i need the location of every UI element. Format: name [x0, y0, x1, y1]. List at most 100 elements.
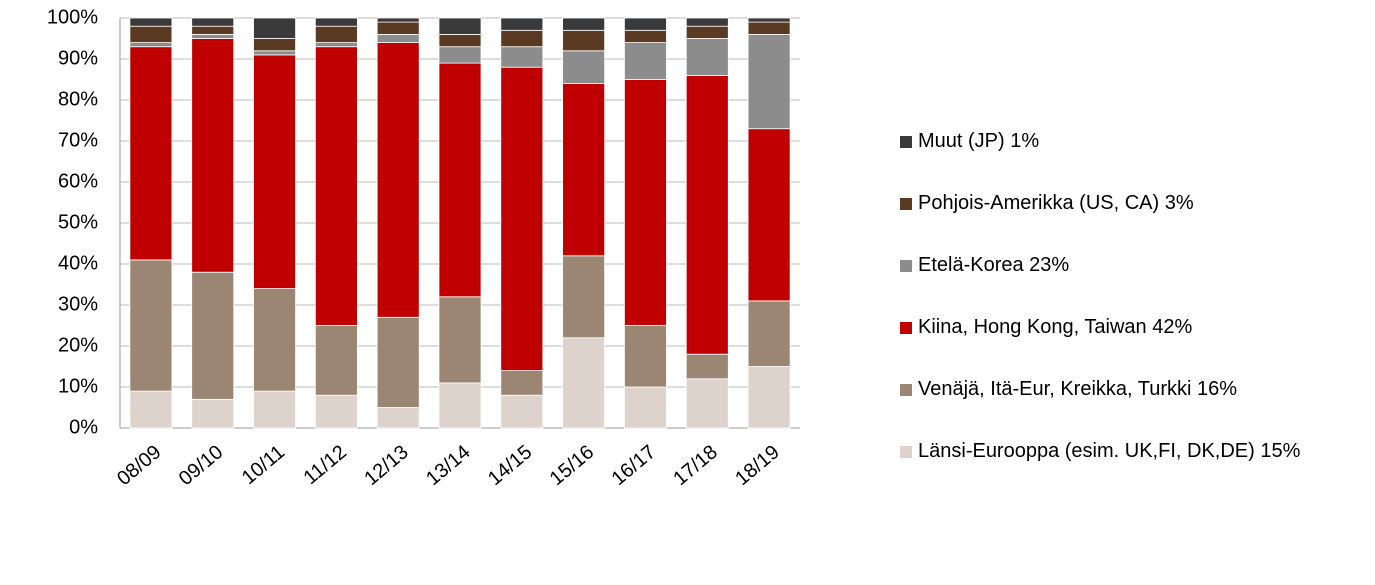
bar-segment [747, 21, 791, 35]
legend-item: Venäjä, Itä-Eur, Kreikka, Turkki 16% [900, 378, 1360, 440]
bar-segment [438, 62, 482, 298]
x-tick-label: 10/11 [238, 441, 289, 489]
bar-segment [747, 366, 791, 429]
legend-label: Venäjä, Itä-Eur, Kreikka, Turkki 16% [918, 378, 1238, 400]
legend-label: Kiina, Hong Kong, Taiwan 42% [918, 316, 1193, 338]
y-tick-label: 80% [58, 88, 98, 110]
x-tick-label: 14/15 [484, 441, 536, 490]
bar-segment [500, 66, 544, 371]
bar-segment [685, 17, 729, 27]
y-tick-label: 70% [58, 129, 98, 151]
x-tick-label: 17/18 [669, 441, 721, 490]
bar-segment [747, 34, 791, 130]
bar-segment [253, 38, 296, 52]
y-tick-label: 50% [58, 211, 98, 233]
bar-segment [376, 407, 420, 429]
bar-segment [376, 21, 420, 35]
x-tick-label: 12/13 [360, 441, 412, 490]
x-tick-label: 13/14 [422, 441, 474, 490]
legend-swatch [900, 136, 912, 148]
bar-segment [500, 394, 544, 429]
bar-segment [562, 17, 606, 31]
bar-segment [191, 38, 235, 273]
y-tick-label: 90% [58, 47, 98, 69]
bar-segment [438, 382, 482, 429]
bar-segment [747, 300, 791, 367]
bar-segment [624, 325, 667, 388]
bar-segment [500, 29, 544, 48]
bar-segment [191, 271, 235, 400]
bar-segment [191, 398, 235, 429]
legend-label: Etelä-Korea 23% [918, 254, 1070, 276]
bar-segment [685, 378, 729, 429]
bar-segment [438, 34, 482, 48]
bar-segment [685, 38, 729, 76]
bar-segment [438, 46, 482, 64]
legend-item: Pohjois-Amerikka (US, CA) 3% [900, 192, 1360, 254]
bar-segment [562, 50, 606, 84]
bar-segment [500, 17, 544, 31]
bar-segment [562, 29, 606, 52]
legend-swatch [900, 446, 912, 458]
bar-segment [314, 394, 358, 429]
bar-segment [314, 25, 358, 44]
y-tick-label: 60% [58, 170, 98, 192]
bar-segment [500, 46, 544, 68]
bar-segment [191, 34, 235, 39]
legend-label: Pohjois-Amerikka (US, CA) 3% [918, 192, 1194, 214]
legend: Muut (JP) 1% Pohjois-Amerikka (US, CA) 3%… [900, 130, 1360, 502]
bar-segment [747, 128, 791, 302]
bar-segment [191, 25, 235, 35]
bar-segment [129, 390, 173, 429]
x-tick-label: 15/16 [546, 441, 598, 490]
bar-segment [129, 42, 173, 48]
bar-segment [191, 17, 235, 27]
bar-segment [685, 25, 729, 39]
x-tick-label: 11/12 [300, 441, 351, 489]
x-tick-label: 18/19 [731, 441, 783, 490]
bar-segment [685, 75, 729, 355]
bar-segment [624, 79, 667, 326]
bar-segment [376, 42, 420, 318]
legend-item: Kiina, Hong Kong, Taiwan 42% [900, 316, 1360, 378]
bar-segment [129, 25, 173, 44]
bar-segment [129, 259, 173, 392]
x-tick-label: 08/09 [113, 441, 165, 490]
y-tick-label: 0% [69, 416, 98, 438]
bar-segment [376, 316, 420, 408]
legend-item: Länsi-Eurooppa (esim. UK,FI, DK,DE) 15% [900, 440, 1360, 502]
y-tick-label: 30% [58, 293, 98, 315]
bar-segment [685, 353, 729, 380]
bar-segment [253, 17, 296, 39]
bar-segment [253, 54, 296, 289]
bar-segment [562, 255, 606, 339]
bar-segment [624, 29, 667, 43]
bar-segment [562, 337, 606, 429]
legend-item: Muut (JP) 1% [900, 130, 1360, 192]
legend-swatch [900, 322, 912, 334]
bar-segment [253, 288, 296, 392]
y-tick-label: 10% [58, 375, 98, 397]
y-tick-label: 20% [58, 334, 98, 356]
legend-label: Muut (JP) 1% [918, 130, 1040, 152]
bar-segment [624, 17, 667, 31]
bar-segment [314, 42, 358, 48]
bar-segment [624, 42, 667, 80]
legend-item: Etelä-Korea 23% [900, 254, 1360, 316]
legend-swatch [900, 260, 912, 272]
bar-segment [129, 17, 173, 27]
bar-segment [129, 46, 173, 261]
legend-swatch [900, 384, 912, 396]
bar-segment [438, 17, 482, 35]
bar-segment [253, 50, 296, 56]
bar-segment [314, 46, 358, 326]
legend-swatch [900, 198, 912, 210]
x-tick-label: 09/10 [175, 441, 227, 490]
chart: 0% 10% 20% 30% 40% 50% 60% 70% 80% 90% 100% 08/09 09… [47, 6, 800, 490]
y-tick-label: 100% [47, 6, 98, 28]
y-tick-label: 40% [58, 252, 98, 274]
legend-label: Länsi-Eurooppa (esim. UK,FI, DK,DE) 15% [918, 440, 1301, 462]
bar-segment [253, 390, 296, 429]
bar-segment [376, 17, 420, 23]
